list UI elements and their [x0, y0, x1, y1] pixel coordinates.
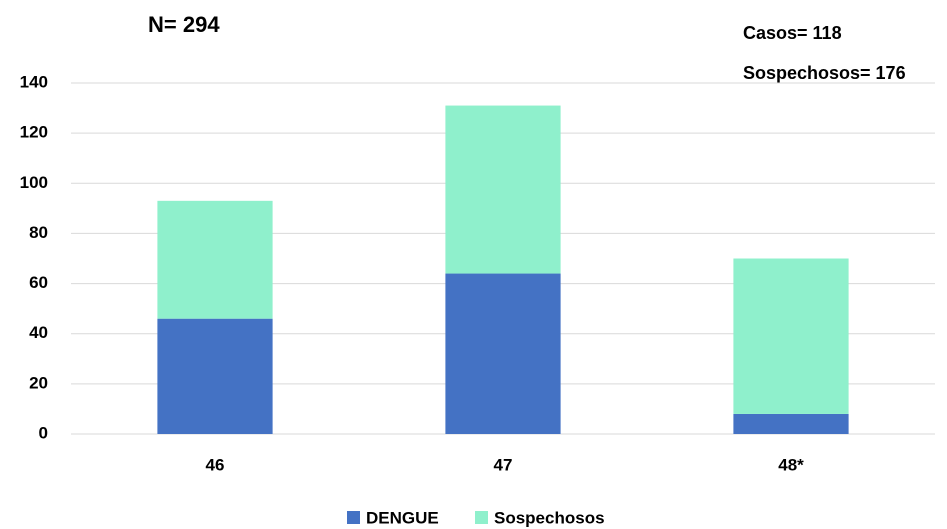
bar-segment [445, 105, 561, 274]
y-tick-label: 80 [29, 223, 48, 242]
legend-label: Sospechosos [494, 508, 605, 527]
x-tick-label: 47 [494, 455, 513, 474]
legend-label: DENGUE [366, 508, 439, 527]
chart-title: N= 294 [148, 12, 220, 37]
annotation: Sospechosos= 176 [743, 63, 906, 83]
bar-segment [157, 200, 273, 319]
y-tick-label: 0 [39, 423, 48, 442]
annotation: Casos= 118 [743, 23, 842, 43]
bar-segment [445, 273, 561, 434]
bar-segment [157, 318, 273, 434]
y-tick-label: 100 [20, 173, 48, 192]
y-tick-label: 40 [29, 323, 48, 342]
y-tick-label: 60 [29, 273, 48, 292]
x-tick-label: 48* [778, 455, 804, 474]
y-tick-label: 20 [29, 373, 48, 392]
bar-segment [733, 258, 849, 414]
y-tick-label: 120 [20, 123, 48, 142]
legend-swatch [347, 511, 360, 524]
bar-segment [733, 413, 849, 434]
legend-swatch [475, 511, 488, 524]
x-tick-label: 46 [206, 455, 225, 474]
y-tick-label: 140 [20, 72, 48, 91]
